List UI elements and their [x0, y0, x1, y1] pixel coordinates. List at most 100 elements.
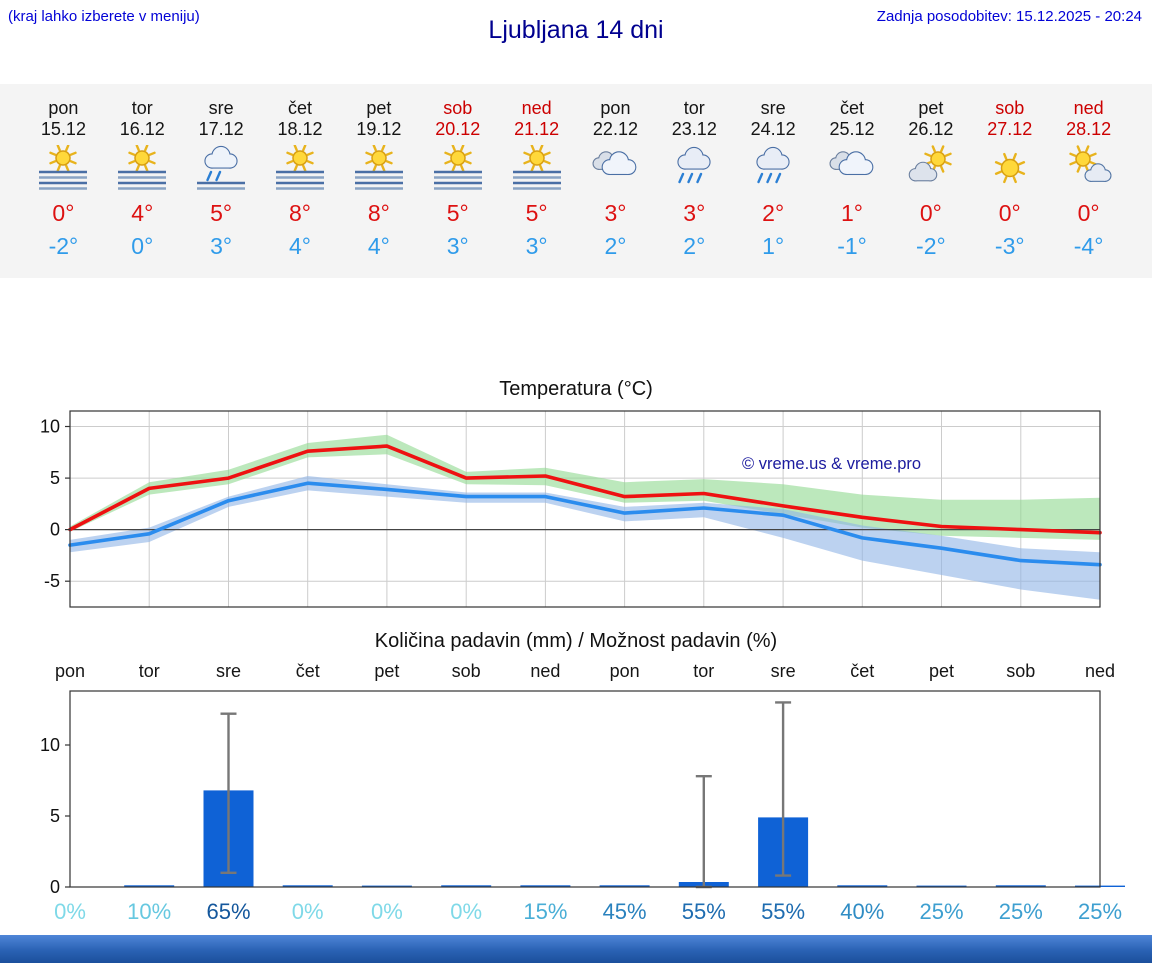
forecast-day: čet 25.12 1° -1°	[813, 98, 892, 260]
sun-cloud-r-icon	[1068, 145, 1112, 183]
day-date: 17.12	[198, 119, 244, 140]
temp-max: 0°	[1077, 200, 1100, 227]
forecast-day: pet 19.12 8° 4°	[339, 98, 418, 260]
forecast-day: sob 27.12 0° -3°	[970, 98, 1049, 260]
day-name: pon	[48, 98, 79, 118]
precip-day-label: pon	[610, 661, 640, 681]
temp-min: 2°	[604, 232, 627, 259]
min-range-band	[70, 475, 1100, 600]
temp-min: -4°	[1073, 232, 1104, 259]
precip-day-label: pet	[929, 661, 954, 681]
temperature-chart-title: Temperatura (°C)	[499, 377, 653, 400]
temp-max: 8°	[289, 200, 311, 227]
precip-percent-label: 0%	[54, 899, 86, 924]
day-name: ned	[1073, 98, 1104, 118]
temp-min: 2°	[683, 232, 706, 259]
day-name: sob	[995, 98, 1025, 118]
day-date: 28.12	[1066, 119, 1112, 140]
day-name: sre	[208, 98, 234, 118]
day-name: pet	[366, 98, 392, 118]
temp-min: 0°	[131, 232, 154, 259]
day-name: pon	[600, 98, 631, 118]
temp-max: 3°	[683, 200, 706, 227]
precip-percent-label: 15%	[523, 899, 567, 924]
day-date: 20.12	[435, 119, 481, 140]
precip-bar	[599, 885, 650, 887]
precip-percent-label: 10%	[127, 899, 171, 924]
day-date: 21.12	[514, 119, 560, 140]
temp-min: 1°	[762, 232, 785, 259]
forecast-day: sre 17.12 5° 3°	[182, 98, 261, 260]
temp-max: 4°	[131, 200, 154, 227]
temp-min: 4°	[289, 232, 311, 259]
temperature-chart: 10 5 0 -5 © vreme.us & vreme.pro	[40, 410, 1102, 608]
forecast-day: ned 28.12 0° -4°	[1049, 98, 1128, 260]
precip-percent-label: 0%	[450, 899, 482, 924]
temp-min: -2°	[48, 232, 79, 259]
precip-percent-label: 25%	[919, 899, 963, 924]
sun-icon	[994, 153, 1025, 184]
day-date: 27.12	[987, 119, 1033, 140]
precip-day-label: ned	[530, 661, 560, 681]
temp-min: -3°	[994, 232, 1025, 259]
day-name: ned	[521, 98, 552, 118]
page-header: (kraj lahko izberete v meniju) Ljubljana…	[0, 0, 1152, 84]
precip-bar	[916, 885, 967, 887]
day-date: 26.12	[908, 119, 954, 140]
temp-max: 5°	[525, 200, 548, 227]
day-date: 19.12	[356, 119, 402, 140]
svg-text:10: 10	[40, 735, 60, 755]
svg-text:10: 10	[40, 416, 60, 436]
temperature-chart-section: Temperatura (°C) 10 5 0 -5 © vreme.us & vrem…	[0, 378, 1152, 620]
precip-percent-label: 55%	[682, 899, 726, 924]
menu-hint-label: (kraj lahko izberete v meniju)	[8, 8, 200, 25]
day-date: 24.12	[750, 119, 796, 140]
precip-bar	[124, 885, 175, 887]
sun-fog-icon	[39, 145, 88, 191]
day-date: 16.12	[119, 119, 165, 140]
temp-min: 3°	[446, 232, 469, 259]
forecast-day: tor 16.12 4° 0°	[103, 98, 182, 260]
svg-text:-5: -5	[44, 571, 60, 591]
precip-percent-label: 45%	[603, 899, 647, 924]
precip-day-label: pon	[55, 661, 85, 681]
precip-day-label: tor	[693, 661, 714, 681]
sun-fog-icon	[118, 145, 167, 191]
forecast-day: pon 15.12 0° -2°	[24, 98, 103, 260]
forecast-day: čet 18.12 8° 4°	[261, 98, 340, 260]
svg-text:5: 5	[50, 468, 60, 488]
temp-max: 0°	[998, 200, 1021, 227]
precipitation-chart-section: Količina padavin (mm) / Možnost padavin …	[0, 630, 1152, 929]
cloud-icon	[829, 151, 874, 176]
forecast-day: ned 21.12 5° 3°	[497, 98, 576, 260]
day-name: čet	[840, 98, 865, 118]
cloud-icon	[592, 151, 637, 176]
day-name: sre	[760, 98, 786, 118]
temp-max: 3°	[604, 200, 627, 227]
sun-fog-icon	[276, 145, 324, 191]
precip-bar	[995, 885, 1046, 887]
forecast-strip: pon 15.12 0° -2° tor 16.12 4° 0° sre 17.12 5° 3° čet…	[0, 84, 1152, 278]
precipitation-chart-title: Količina padavin (mm) / Možnost padavin …	[374, 629, 778, 652]
day-name: sob	[443, 98, 473, 118]
temp-max: 0°	[52, 200, 75, 227]
watermark: © vreme.us & vreme.pro	[742, 455, 921, 473]
temp-max: 8°	[367, 200, 390, 227]
temp-min: 4°	[367, 232, 390, 259]
svg-text:5: 5	[50, 806, 60, 826]
temp-min: -1°	[837, 232, 867, 259]
precip-day-label: čet	[850, 661, 874, 681]
day-date: 18.12	[277, 119, 323, 140]
day-name: tor	[683, 98, 705, 118]
precip-percent-label: 40%	[840, 899, 884, 924]
day-name: tor	[131, 98, 153, 118]
precip-percent-label: 25%	[999, 899, 1043, 924]
forecast-day: sob 20.12 5° 3°	[418, 98, 497, 260]
forecast-day: sre 24.12 2° 1°	[734, 98, 813, 260]
temp-min: -2°	[916, 232, 946, 259]
temp-max: 5°	[210, 200, 233, 227]
sun-fog-icon	[354, 145, 403, 191]
precip-day-label: ned	[1085, 661, 1115, 681]
precip-day-label: tor	[139, 661, 160, 681]
precip-bar	[837, 885, 888, 887]
